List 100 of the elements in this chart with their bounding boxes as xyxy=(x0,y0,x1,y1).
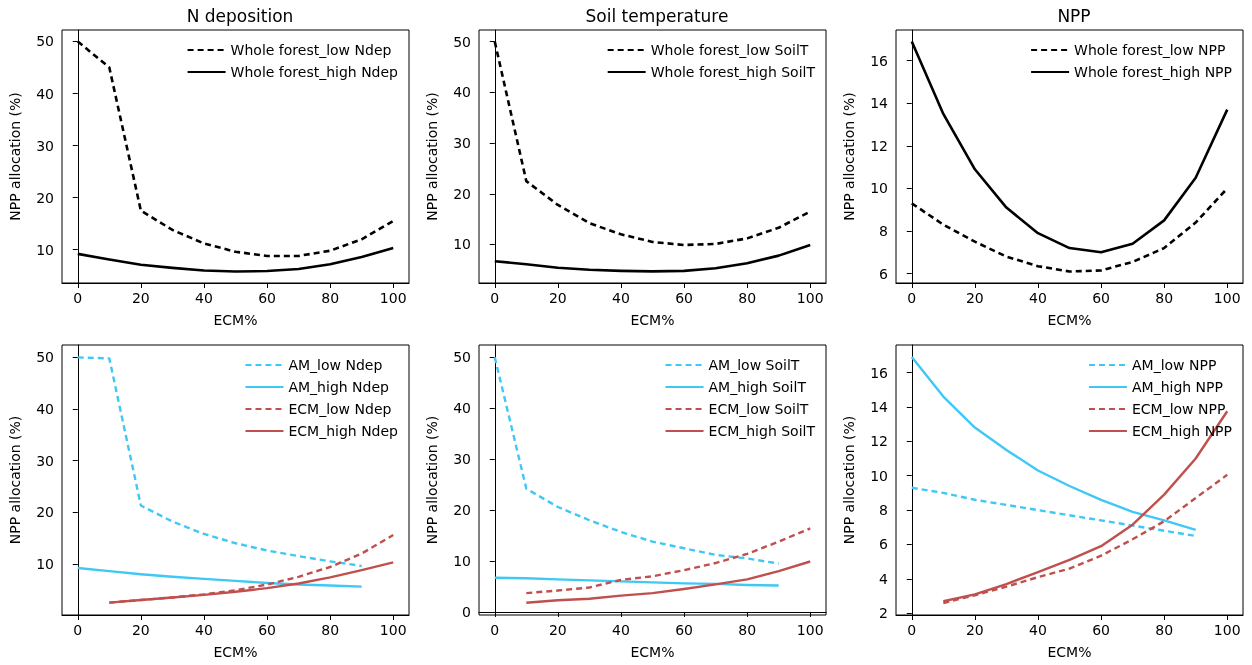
line-series xyxy=(910,486,1197,538)
y-tick-label: 16 xyxy=(870,364,889,381)
x-axis-title: ECM% xyxy=(1047,312,1092,328)
x-tick-label: 80 xyxy=(321,290,340,306)
y-tick-label: 6 xyxy=(879,265,889,282)
y-tick-label: 40 xyxy=(36,85,54,102)
legend-label: AM_low Ndep xyxy=(288,357,383,373)
y-tick-label: 40 xyxy=(453,400,471,417)
x-tick-label: 80 xyxy=(1155,290,1174,306)
x-tick-label: 100 xyxy=(796,290,824,306)
x-tick-label: 80 xyxy=(738,290,757,306)
legend-label: Whole forest_high NPP xyxy=(1074,64,1232,80)
x-tick-label: 100 xyxy=(379,290,407,306)
y-tick-label: 50 xyxy=(36,33,54,50)
y-tick-label: 30 xyxy=(453,451,471,468)
y-tick-label: 4 xyxy=(879,570,889,587)
y-axis-title: NPP allocation (%) xyxy=(424,415,440,545)
x-tick-label: 100 xyxy=(1213,622,1241,638)
legend-label: Whole forest_low Ndep xyxy=(230,42,392,58)
y-tick-label: 10 xyxy=(36,241,54,258)
x-tick-label: 60 xyxy=(1092,290,1110,306)
x-tick-label: 100 xyxy=(796,622,824,638)
y-axis-title: NPP allocation (%) xyxy=(7,92,23,221)
y-tick-label: 40 xyxy=(36,401,54,418)
x-tick-label: 0 xyxy=(490,290,500,306)
x-tick-label: 40 xyxy=(195,622,213,638)
y-tick-label: 50 xyxy=(36,349,54,366)
y-tick-label: 14 xyxy=(870,95,889,112)
x-tick-label: 80 xyxy=(1155,622,1174,638)
x-axis-title: ECM% xyxy=(213,644,258,660)
x-tick-label: 100 xyxy=(1213,290,1241,306)
x-tick-label: 20 xyxy=(131,622,150,638)
legend-label: AM_high NPP xyxy=(1131,379,1223,395)
x-tick-label: 40 xyxy=(1029,290,1047,306)
chart-title: Soil temperature xyxy=(585,5,729,26)
y-tick-label: 0 xyxy=(462,603,471,620)
x-axis-title: ECM% xyxy=(630,644,675,660)
legend-label: Whole forest_high SoilT xyxy=(650,64,816,80)
y-tick-label: 10 xyxy=(870,467,888,484)
legend-label: Whole forest_high Ndep xyxy=(230,64,399,80)
y-tick-label: 50 xyxy=(453,349,471,366)
x-tick-label: 20 xyxy=(965,290,984,306)
x-axis-title: ECM% xyxy=(1047,644,1092,660)
x-tick-label: 60 xyxy=(1092,622,1110,638)
y-tick-label: 50 xyxy=(453,33,471,50)
legend-label: Whole forest_low NPP xyxy=(1074,42,1226,58)
x-tick-label: 60 xyxy=(258,622,276,638)
legend-label: ECM_low NPP xyxy=(1131,401,1226,417)
y-tick-label: 10 xyxy=(870,180,888,197)
legend-label: Whole forest_low SoilT xyxy=(650,42,809,58)
legend-label: ECM_high Ndep xyxy=(288,423,399,439)
y-tick-label: 30 xyxy=(36,452,54,469)
x-tick-label: 0 xyxy=(490,622,500,638)
x-tick-label: 40 xyxy=(1029,622,1047,638)
legend-label: AM_low NPP xyxy=(1131,357,1217,373)
x-tick-label: 0 xyxy=(907,622,917,638)
y-tick-label: 12 xyxy=(870,433,888,450)
legend-label: AM_low SoilT xyxy=(708,357,800,373)
y-tick-label: 16 xyxy=(870,52,889,69)
y-axis-title: NPP allocation (%) xyxy=(841,92,857,221)
x-tick-label: 20 xyxy=(548,622,567,638)
x-axis-title: ECM% xyxy=(213,312,258,328)
x-tick-label: 100 xyxy=(379,622,407,638)
legend-label: ECM_high SoilT xyxy=(708,423,816,439)
line-series xyxy=(493,576,780,587)
y-tick-label: 2 xyxy=(879,605,888,622)
line-series xyxy=(525,527,812,595)
chart-title: N deposition xyxy=(186,5,294,26)
y-axis-title: NPP allocation (%) xyxy=(7,415,23,545)
y-tick-label: 8 xyxy=(879,223,888,240)
y-tick-label: 20 xyxy=(453,502,471,519)
x-tick-label: 60 xyxy=(675,622,693,638)
y-tick-label: 20 xyxy=(453,185,471,202)
x-tick-label: 40 xyxy=(195,290,213,306)
x-tick-label: 0 xyxy=(73,290,83,306)
y-axis-title: NPP allocation (%) xyxy=(424,92,440,221)
line-series xyxy=(76,566,363,588)
x-tick-label: 20 xyxy=(965,622,984,638)
y-axis-title: NPP allocation (%) xyxy=(841,415,857,545)
x-tick-label: 80 xyxy=(321,622,340,638)
y-tick-label: 20 xyxy=(36,504,54,521)
legend-label: AM_high Ndep xyxy=(288,379,390,395)
y-tick-label: 6 xyxy=(879,536,889,553)
chart-title: NPP xyxy=(1057,5,1091,26)
x-tick-label: 20 xyxy=(548,290,567,306)
legend-label: ECM_low Ndep xyxy=(288,401,392,417)
line-series xyxy=(525,560,812,604)
x-tick-label: 0 xyxy=(73,622,83,638)
x-tick-label: 20 xyxy=(131,290,150,306)
y-tick-label: 10 xyxy=(36,555,54,572)
y-tick-label: 10 xyxy=(453,553,471,569)
x-tick-label: 40 xyxy=(612,622,630,638)
x-tick-label: 80 xyxy=(738,622,757,638)
x-tick-label: 40 xyxy=(612,290,630,306)
legend-label: ECM_low SoilT xyxy=(708,401,809,417)
y-tick-label: 10 xyxy=(453,236,471,253)
legend-label: AM_high SoilT xyxy=(708,379,807,395)
y-tick-label: 40 xyxy=(453,84,471,101)
y-tick-label: 30 xyxy=(36,137,54,154)
x-tick-label: 0 xyxy=(907,290,917,306)
